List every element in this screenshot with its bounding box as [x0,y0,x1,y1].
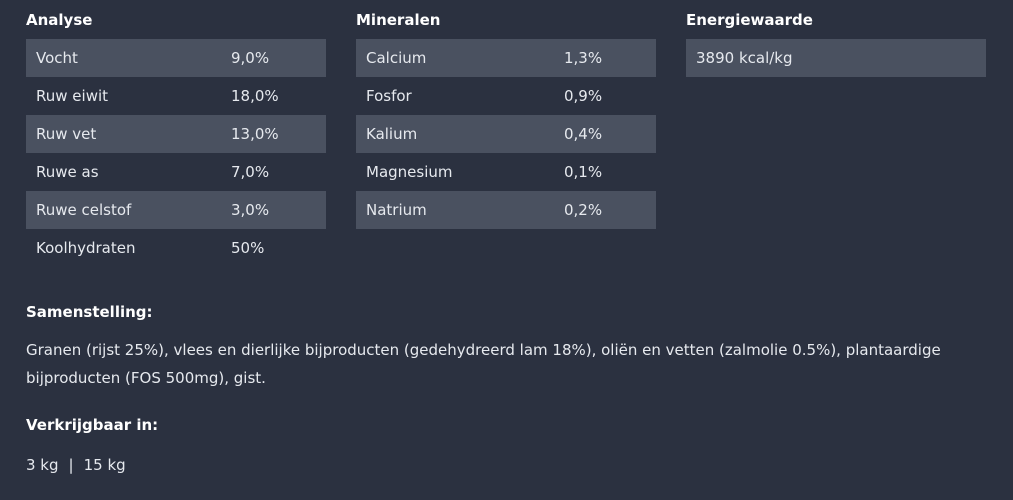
table-row: Ruw vet 13,0% [26,115,326,153]
table-row: Vocht 9,0% [26,39,326,77]
row-value: 50% [231,239,265,257]
size-separator: | [68,456,74,474]
table-row: Calcium 1,3% [356,39,656,77]
row-label: Ruwe as [36,163,99,181]
table-row: Kalium 0,4% [356,115,656,153]
table-row: Ruwe as 7,0% [26,153,326,191]
row-label: Kalium [366,125,418,143]
row-value: 7,0% [231,163,270,181]
row-label: Magnesium [366,163,453,181]
row-label: Koolhydraten [36,239,136,257]
table-row: Magnesium 0,1% [356,153,656,191]
table-row: Koolhydraten 50% [26,229,326,267]
row-label: Ruw eiwit [36,87,109,105]
row-label: Ruw vet [36,125,97,143]
table-row: 3890 kcal/kg [686,39,986,77]
row-value: 0,4% [564,125,603,143]
row-value: 13,0% [231,125,279,143]
size-option: 15 kg [83,456,126,474]
row-value: 0,9% [564,87,603,105]
row-label: Vocht [36,49,78,67]
row-value: 0,1% [564,163,603,181]
analyse-table: Analyse Vocht 9,0% Ruw eiwit 18,0% Ruw v… [26,10,326,267]
row-label: Ruwe celstof [36,201,132,219]
row-value: 0,2% [564,201,603,219]
mineralen-table: Mineralen Calcium 1,3% Fosfor 0,9% Kaliu… [356,10,656,229]
analyse-title: Analyse [26,11,93,29]
table-row: Ruwe celstof 3,0% [26,191,326,229]
table-row: Fosfor 0,9% [356,77,656,115]
energie-title: Energiewaarde [686,11,813,29]
mineralen-title: Mineralen [356,11,441,29]
row-value: 3,0% [231,201,270,219]
row-value: 1,3% [564,49,603,67]
table-row: Ruw eiwit 18,0% [26,77,326,115]
table-row: Natrium 0,2% [356,191,656,229]
row-label: Fosfor [366,87,412,105]
size-option: 3 kg [26,456,59,474]
energie-value: 3890 kcal/kg [696,49,793,67]
samenstelling-title: Samenstelling: [26,303,153,321]
row-value: 18,0% [231,87,279,105]
row-value: 9,0% [231,49,270,67]
energie-table: Energiewaarde 3890 kcal/kg [686,10,986,77]
row-label: Natrium [366,201,427,219]
row-label: Calcium [366,49,427,67]
samenstelling-text: Granen (rijst 25%), vlees en dierlijke b… [26,341,941,387]
verkrijgbaar-title: Verkrijgbaar in: [26,416,159,434]
verkrijgbaar-sizes: 3 kg | 15 kg [26,451,986,479]
